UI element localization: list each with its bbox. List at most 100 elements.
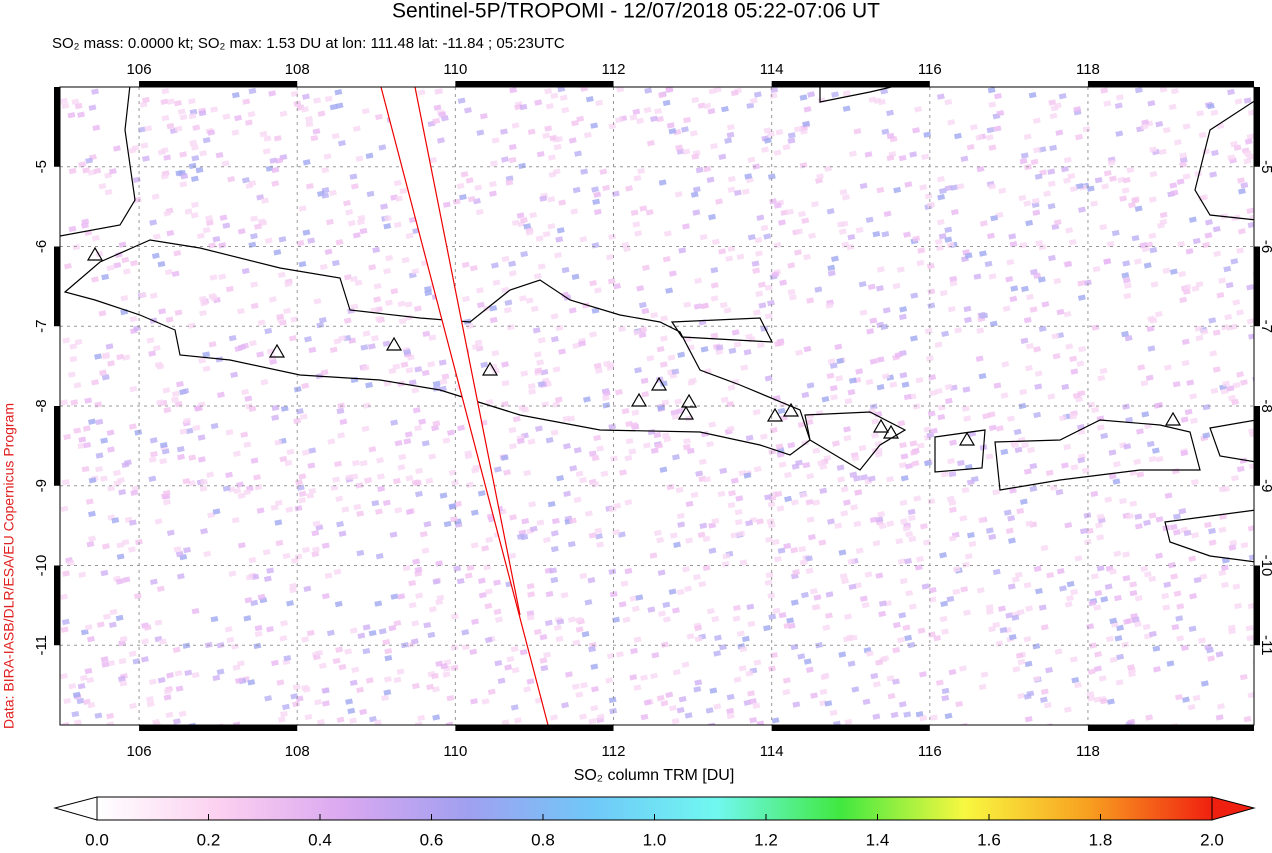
pixel (710, 295, 719, 302)
pixel (1123, 292, 1132, 300)
pixel (1175, 693, 1183, 701)
pixel (746, 603, 755, 610)
pixel (324, 572, 333, 579)
pixel (558, 348, 566, 355)
pixel (361, 425, 370, 432)
pixel (1140, 123, 1149, 130)
pixel (777, 407, 786, 415)
pixel (1000, 392, 1009, 399)
pixel (508, 552, 517, 560)
pixel (747, 234, 756, 241)
pixel (1096, 534, 1105, 541)
pixel (579, 572, 588, 580)
pixel (927, 498, 936, 505)
pixel (771, 271, 780, 278)
pixel (88, 104, 97, 111)
pixel (100, 437, 109, 444)
pixel (311, 529, 320, 537)
pixel (95, 418, 104, 426)
pixel (506, 656, 515, 663)
sumbawa (994, 419, 1201, 491)
pixel (116, 553, 125, 560)
pixel (329, 346, 338, 353)
pixel (913, 495, 922, 502)
pixel (476, 287, 484, 294)
pixel (318, 316, 327, 324)
pixel (687, 379, 696, 386)
pixel (218, 242, 227, 249)
pixel (396, 668, 405, 675)
pixel (293, 417, 302, 425)
pixel (382, 638, 391, 646)
pixel (596, 445, 604, 452)
pixel (1109, 568, 1117, 575)
pixel (658, 179, 667, 186)
pixel (526, 614, 535, 621)
pixel (887, 692, 896, 700)
pixel (846, 243, 855, 251)
pixel (188, 113, 197, 120)
pixel (268, 90, 277, 97)
pixel (1078, 345, 1087, 353)
pixel (151, 193, 160, 200)
pixel (1217, 703, 1225, 710)
pixel (500, 156, 509, 163)
pixel (786, 617, 795, 624)
pixel (188, 454, 197, 461)
pixel (1218, 569, 1227, 577)
pixel (331, 259, 340, 267)
pixel (583, 131, 592, 139)
pixel (529, 525, 538, 533)
pixel (1226, 385, 1235, 392)
pixel (256, 507, 265, 514)
pixel (756, 341, 765, 349)
pixel (1063, 156, 1072, 164)
pixel (683, 116, 691, 124)
pixel (919, 184, 928, 191)
pixel (899, 577, 908, 585)
pixel (83, 441, 92, 449)
pixel (832, 440, 840, 447)
pixel (668, 270, 677, 277)
pixel (952, 566, 961, 573)
pixel (753, 465, 762, 473)
pixel (849, 150, 857, 157)
pixel (815, 410, 824, 417)
pixel (859, 595, 868, 602)
frame-bar (1254, 246, 1260, 327)
pixel (769, 427, 778, 434)
pixel (561, 106, 570, 114)
pixel (747, 690, 755, 697)
pixel (450, 516, 458, 523)
pixel (64, 263, 72, 270)
pixel (154, 619, 163, 626)
pixel (74, 338, 83, 346)
pixel (1023, 133, 1032, 140)
pixel (192, 124, 201, 131)
pixel (755, 250, 763, 257)
pixel (662, 601, 671, 608)
pixel (196, 232, 205, 240)
pixel (237, 542, 246, 549)
pixel (1205, 219, 1213, 226)
pixel (307, 237, 316, 244)
pixel (283, 307, 291, 315)
pixel (78, 161, 87, 168)
pixel (1211, 149, 1219, 157)
pixel (1043, 702, 1052, 709)
pixel (842, 194, 850, 201)
pixel (237, 492, 246, 499)
frame-bar (54, 565, 60, 646)
pixel (612, 616, 620, 623)
pixel (1183, 529, 1192, 537)
pixel (450, 644, 459, 651)
pixel (911, 460, 920, 467)
pixel (250, 302, 259, 310)
pixel (656, 115, 664, 123)
pixel (284, 459, 293, 467)
pixel (1208, 317, 1217, 324)
pixel (831, 91, 839, 98)
frame-bar (54, 406, 60, 486)
pixel (1054, 648, 1063, 655)
x-tick-label-top: 110 (443, 61, 467, 78)
